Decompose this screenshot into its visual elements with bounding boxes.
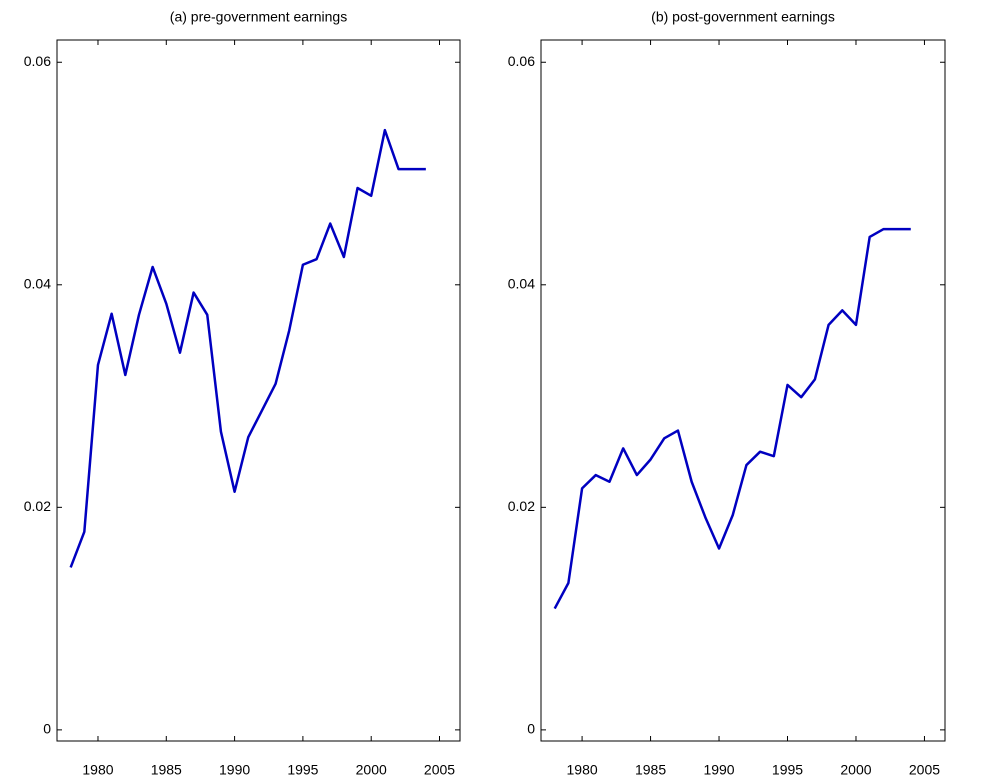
plot-frame bbox=[56, 39, 461, 742]
x-tick-label: 1990 bbox=[703, 762, 734, 778]
data-line bbox=[69, 128, 426, 568]
x-tick-label: 1990 bbox=[219, 762, 250, 778]
x-tick-label: 1995 bbox=[287, 762, 318, 778]
y-tick-label: 0.06 bbox=[24, 53, 51, 69]
y-tick-label: 0.06 bbox=[508, 53, 535, 69]
x-tick-label: 2000 bbox=[840, 762, 871, 778]
x-tick-label: 1995 bbox=[772, 762, 803, 778]
x-tick-label: 2005 bbox=[909, 762, 940, 778]
x-tick-label: 1985 bbox=[151, 762, 182, 778]
x-tick-label: 2000 bbox=[356, 762, 387, 778]
chart-title: (b) post-government earnings bbox=[651, 9, 835, 25]
y-tick-label: 0 bbox=[527, 721, 535, 737]
y-tick-label: 0.04 bbox=[508, 275, 535, 291]
x-tick-label: 2005 bbox=[424, 762, 455, 778]
y-tick-label: 0 bbox=[43, 721, 51, 737]
x-tick-label: 1985 bbox=[635, 762, 666, 778]
x-tick-label: 1980 bbox=[82, 762, 113, 778]
chart-title: (a) pre-government earnings bbox=[170, 9, 347, 25]
plot-frame bbox=[540, 39, 946, 742]
y-tick-label: 0.02 bbox=[24, 498, 51, 514]
data-line bbox=[553, 227, 911, 610]
x-tick-label: 1980 bbox=[567, 762, 598, 778]
y-tick-label: 0.02 bbox=[508, 498, 535, 514]
y-tick-label: 0.04 bbox=[24, 275, 51, 291]
